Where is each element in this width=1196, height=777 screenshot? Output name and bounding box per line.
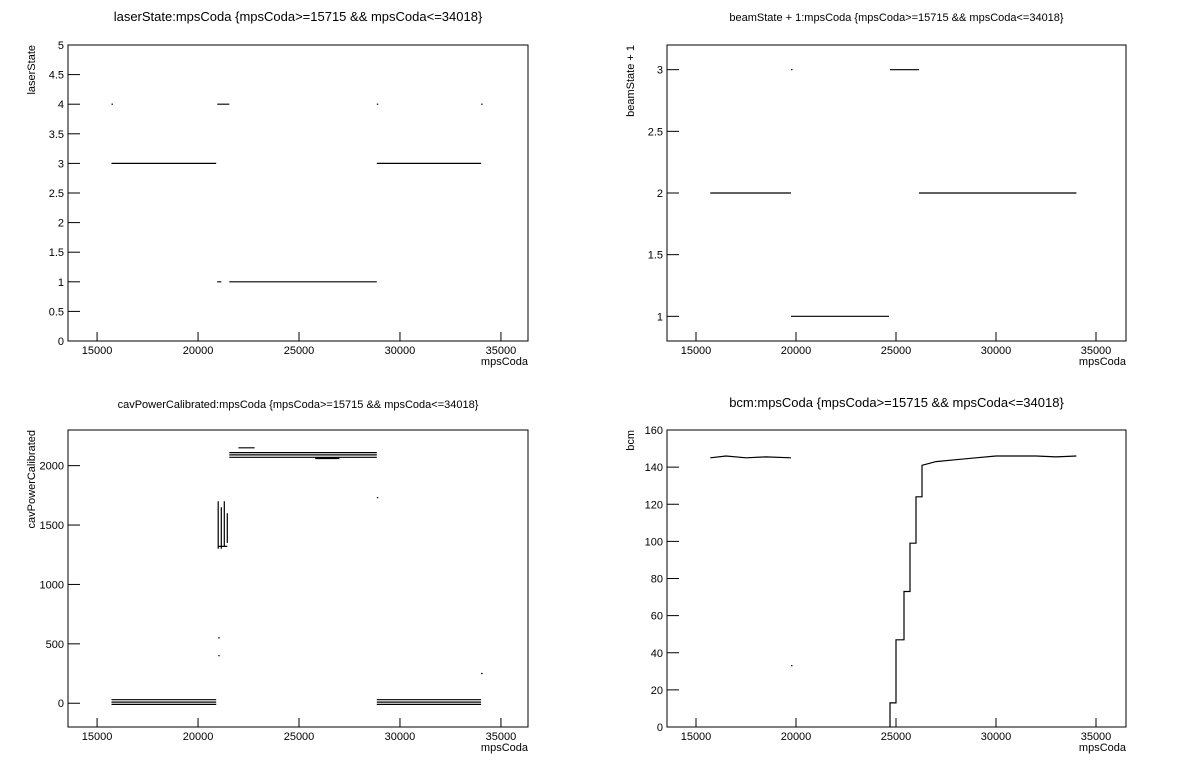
x-tick-label: 30000: [385, 731, 416, 743]
x-tick-label: 35000: [486, 731, 517, 743]
y-tick-label: 5: [58, 40, 64, 52]
x-tick-label: 30000: [981, 731, 1012, 743]
y-tick-label: 1: [58, 277, 64, 289]
y-axis-label: beamState + 1: [625, 45, 637, 117]
x-tick-label: 25000: [881, 731, 912, 743]
x-tick-label: 25000: [881, 345, 912, 357]
y-tick-label: 0: [58, 336, 64, 348]
x-axis-label: mpsCoda: [1079, 742, 1127, 754]
y-tick-label: 60: [651, 611, 663, 623]
x-tick-label: 20000: [781, 345, 812, 357]
y-tick-label: 2.5: [49, 188, 64, 200]
x-tick-label: 20000: [183, 731, 214, 743]
y-tick-label: 1: [657, 311, 663, 323]
y-tick-label: 0: [58, 698, 64, 710]
frame: [67, 429, 529, 728]
y-axis-label: bcm: [625, 430, 637, 451]
y-axis-label: laserState: [26, 45, 38, 95]
y-tick-label: 120: [645, 499, 663, 511]
y-tick-label: 1500: [40, 520, 64, 532]
y-tick-label: 4.5: [49, 70, 64, 82]
x-axis-label: mpsCoda: [1079, 356, 1127, 368]
x-tick-label: 35000: [1081, 345, 1112, 357]
y-tick-label: 2.5: [648, 126, 663, 138]
y-tick-label: 2: [657, 188, 663, 200]
chart-title: cavPowerCalibrated:mpsCoda {mpsCoda>=157…: [118, 399, 479, 411]
x-tick-label: 15000: [82, 345, 113, 357]
x-tick-label: 15000: [681, 345, 712, 357]
y-tick-label: 40: [651, 648, 663, 660]
x-tick-label: 25000: [284, 731, 315, 743]
data-line: [710, 455, 1077, 727]
y-tick-label: 1.5: [648, 250, 663, 262]
chart-title: bcm:mpsCoda {mpsCoda>=15715 && mpsCoda<=…: [729, 395, 1064, 410]
x-tick-label: 35000: [1081, 731, 1112, 743]
y-tick-label: 100: [645, 536, 663, 548]
y-tick-label: 0.5: [49, 306, 64, 318]
x-axis-label: mpsCoda: [481, 356, 529, 368]
x-tick-label: 20000: [183, 345, 214, 357]
y-tick-label: 20: [651, 685, 663, 697]
y-tick-label: 4: [58, 99, 64, 111]
y-tick-label: 0: [657, 722, 663, 734]
x-tick-label: 15000: [82, 731, 113, 743]
data-line: [710, 69, 1077, 317]
x-tick-label: 20000: [781, 731, 812, 743]
y-tick-label: 2000: [40, 461, 64, 473]
x-tick-label: 25000: [284, 345, 315, 357]
x-axis-label: mpsCoda: [481, 742, 529, 754]
y-tick-label: 80: [651, 574, 663, 586]
y-tick-label: 1000: [40, 579, 64, 591]
x-tick-label: 15000: [681, 731, 712, 743]
y-tick-label: 3: [58, 158, 64, 170]
y-tick-label: 3: [657, 65, 663, 77]
frame: [67, 44, 529, 342]
y-tick-label: 2: [58, 218, 64, 230]
y-tick-label: 1.5: [49, 247, 64, 259]
data-line: [111, 447, 483, 705]
x-tick-label: 30000: [981, 345, 1012, 357]
data-line: [111, 103, 483, 283]
y-tick-label: 500: [46, 639, 64, 651]
y-axis-label: cavPowerCalibrated: [26, 430, 38, 528]
y-tick-label: 140: [645, 462, 663, 474]
y-tick-label: 3.5: [49, 129, 64, 141]
x-tick-label: 30000: [385, 345, 416, 357]
y-tick-label: 160: [645, 425, 663, 437]
x-tick-label: 35000: [486, 345, 517, 357]
chart-title: laserState:mpsCoda {mpsCoda>=15715 && mp…: [114, 9, 483, 24]
chart-title: beamState + 1:mpsCoda {mpsCoda>=15715 &&…: [729, 12, 1064, 24]
